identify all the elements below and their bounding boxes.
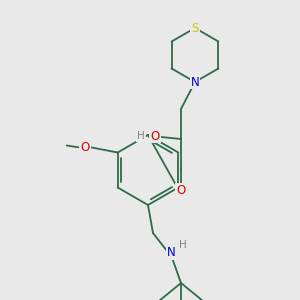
Text: H: H: [137, 131, 145, 141]
Text: N: N: [190, 76, 200, 88]
Text: N: N: [167, 247, 176, 260]
Text: O: O: [176, 184, 186, 196]
Text: H: H: [179, 240, 187, 250]
Text: S: S: [191, 22, 199, 34]
Text: O: O: [80, 141, 89, 154]
Text: O: O: [150, 130, 160, 142]
